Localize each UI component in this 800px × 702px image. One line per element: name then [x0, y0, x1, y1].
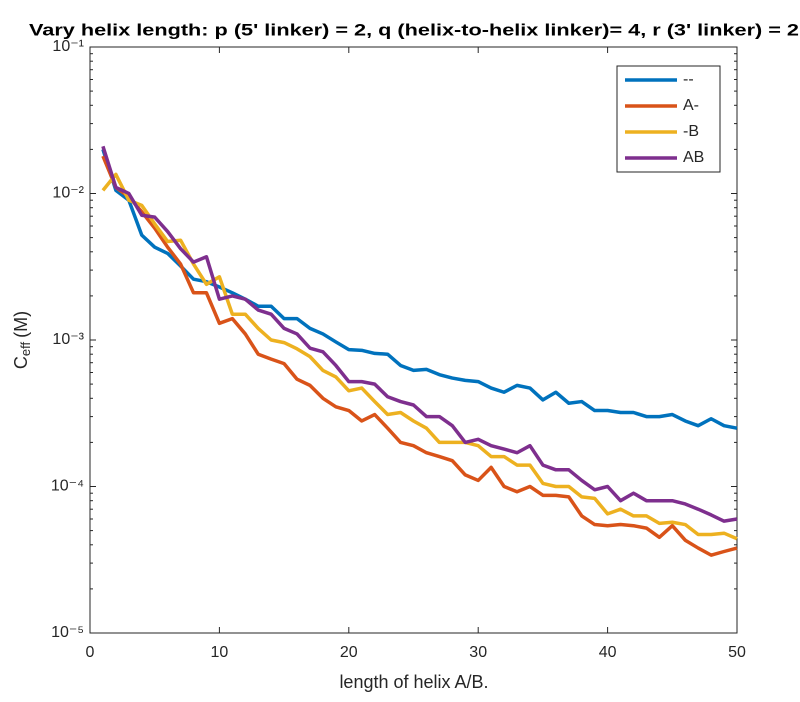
- legend-label: AB: [683, 149, 704, 166]
- series-line: [101, 155, 738, 557]
- legend-label: --: [683, 71, 694, 88]
- y-label-unit: (M): [11, 311, 31, 338]
- legend-label: -B: [683, 123, 699, 140]
- x-tick-label: 30: [469, 644, 487, 661]
- y-tick-label: 10⁻³: [52, 331, 84, 348]
- y-label-sub: eff: [18, 341, 33, 356]
- x-axis-label: length of helix A/B.: [339, 672, 488, 692]
- legend-box: [616, 65, 721, 173]
- series-line: [101, 172, 738, 541]
- y-axis-label: Ceff (M): [11, 311, 34, 369]
- legend-label: A-: [683, 97, 699, 114]
- x-tick-label: 10: [211, 644, 229, 661]
- x-tick-label: 20: [340, 644, 358, 661]
- y-label-main: C: [11, 356, 31, 369]
- y-tick-label: 10⁻⁴: [51, 478, 84, 495]
- y-tick-label: 10⁻¹: [52, 38, 84, 55]
- y-tick-label: 10⁻²: [52, 185, 84, 202]
- y-tick-label: 10⁻⁵: [51, 624, 84, 641]
- x-tick-label: 0: [86, 644, 95, 661]
- x-tick-label: 50: [728, 644, 746, 661]
- x-tick-label: 40: [599, 644, 617, 661]
- series-line: [101, 145, 738, 523]
- chart-title: Vary helix length: p (5' linker) = 2, q …: [29, 20, 799, 39]
